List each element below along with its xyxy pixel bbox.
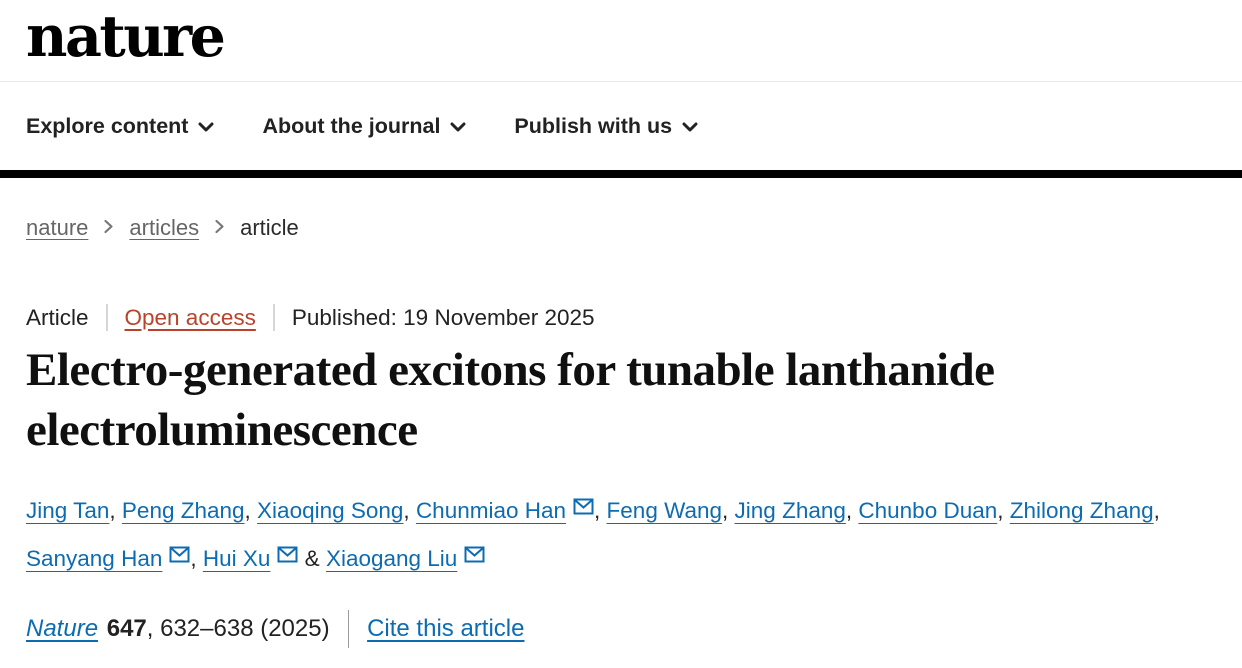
main-nav: Explore content About the journal Publis… [0, 82, 1242, 170]
article-title: Electro-generated excitons for tunable l… [26, 344, 995, 456]
author-link[interactable]: Xiaogang Liu [325, 546, 458, 571]
nav-label: Explore content [26, 113, 189, 138]
published-date: Published: 19 November 2025 [291, 304, 595, 330]
nature-logo[interactable]: nature [26, 3, 226, 70]
breadcrumb: nature articles article [26, 215, 1242, 241]
author-separator: , [845, 498, 859, 523]
author-separator: , [594, 498, 607, 523]
author-link[interactable]: Zhilong Zhang [1009, 498, 1154, 523]
nav-about-the-journal[interactable]: About the journal [262, 114, 466, 139]
author-separator: , [722, 498, 735, 523]
article-meta: Article Open access Published: 19 Novemb… [26, 304, 1242, 331]
author-link[interactable]: Peng Zhang [121, 498, 245, 523]
chevron-down-icon [450, 114, 466, 139]
author-link[interactable]: Sanyang Han [26, 546, 163, 571]
open-access-link[interactable]: Open access [124, 304, 256, 330]
volume-number: 647 [106, 615, 147, 642]
journal-link[interactable]: Nature [26, 615, 99, 642]
author-link[interactable]: Jing Zhang [734, 498, 846, 523]
site-header: nature Explore content About the journal… [0, 0, 1242, 178]
author-link[interactable]: Chunbo Duan [858, 498, 998, 523]
chevron-down-icon [682, 114, 698, 139]
header-divider [0, 81, 1242, 82]
chevron-down-icon [198, 114, 214, 139]
author-link[interactable]: Chunmiao Han [415, 498, 567, 523]
email-icon[interactable] [573, 487, 594, 535]
nav-explore-content[interactable]: Explore content [26, 114, 214, 139]
nav-label: About the journal [262, 113, 441, 138]
author-list: Jing Tan, Peng Zhang, Xiaoqing Song, Chu… [26, 487, 1218, 583]
author-separator: , [244, 498, 258, 523]
email-icon[interactable] [464, 535, 485, 583]
cite-this-article-link[interactable]: Cite this article [367, 615, 525, 642]
author-link[interactable]: Feng Wang [606, 498, 723, 523]
nav-label: Publish with us [514, 113, 673, 138]
chevron-right-icon [103, 215, 114, 241]
author-separator: , [1153, 498, 1160, 523]
meta-divider [105, 304, 108, 331]
pages-text: , 632–638 (2025) [146, 615, 330, 642]
email-icon[interactable] [169, 535, 190, 583]
nav-publish-with-us[interactable]: Publish with us [514, 114, 698, 139]
author-separator: , [109, 498, 122, 523]
author-link[interactable]: Hui Xu [202, 546, 271, 571]
author-link[interactable]: Jing Tan [26, 498, 110, 523]
email-icon[interactable] [277, 535, 298, 583]
author-separator: , [403, 498, 416, 523]
breadcrumb-link-nature[interactable]: nature [26, 215, 89, 240]
article-type-label: Article [26, 304, 89, 330]
meta-divider [272, 304, 275, 331]
breadcrumb-current-article: article [240, 215, 299, 240]
citation-divider [347, 610, 350, 648]
header-rule [0, 170, 1242, 178]
citation-text: Nature 647, 632–638 (2025) [26, 615, 330, 643]
author-separator: , [190, 546, 203, 571]
author-separator: & [298, 546, 326, 571]
citation-row: Nature 647, 632–638 (2025) Cite this art… [26, 610, 1242, 648]
breadcrumb-link-articles[interactable]: articles [129, 215, 200, 240]
author-link[interactable]: Xiaoqing Song [257, 498, 404, 523]
author-separator: , [997, 498, 1010, 523]
chevron-right-icon [214, 215, 225, 241]
